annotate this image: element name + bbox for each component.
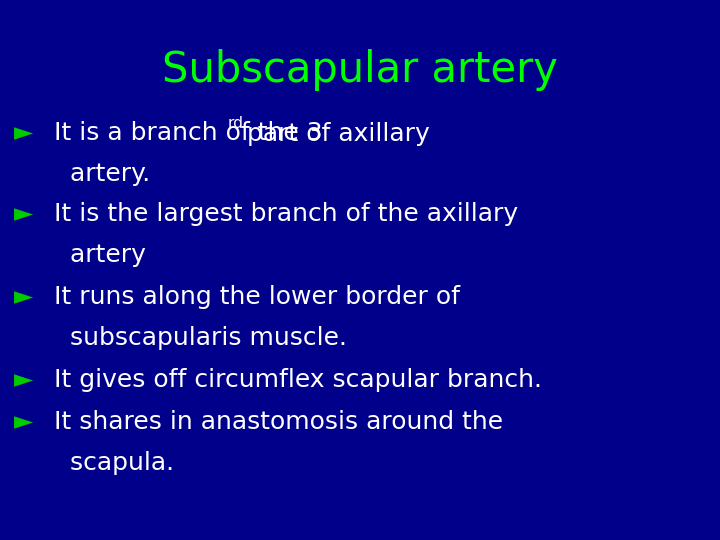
Text: It is a branch of the 3: It is a branch of the 3 <box>54 122 323 145</box>
Text: subscapularis muscle.: subscapularis muscle. <box>54 326 347 349</box>
Text: part of axillary: part of axillary <box>239 122 429 145</box>
Text: It runs along the lower border of: It runs along the lower border of <box>54 285 460 309</box>
Text: scapula.: scapula. <box>54 451 174 475</box>
Text: ►: ► <box>14 410 34 434</box>
Text: ►: ► <box>14 285 34 309</box>
Text: artery.: artery. <box>54 162 150 186</box>
Text: rd: rd <box>228 116 244 131</box>
Text: Subscapular artery: Subscapular artery <box>162 49 558 91</box>
Text: It shares in anastomosis around the: It shares in anastomosis around the <box>54 410 503 434</box>
Text: ►: ► <box>14 122 34 145</box>
Text: ►: ► <box>14 368 34 392</box>
Text: It is the largest branch of the axillary: It is the largest branch of the axillary <box>54 202 518 226</box>
Text: It gives off circumflex scapular branch.: It gives off circumflex scapular branch. <box>54 368 542 392</box>
Text: ►: ► <box>14 202 34 226</box>
Text: artery: artery <box>54 243 146 267</box>
